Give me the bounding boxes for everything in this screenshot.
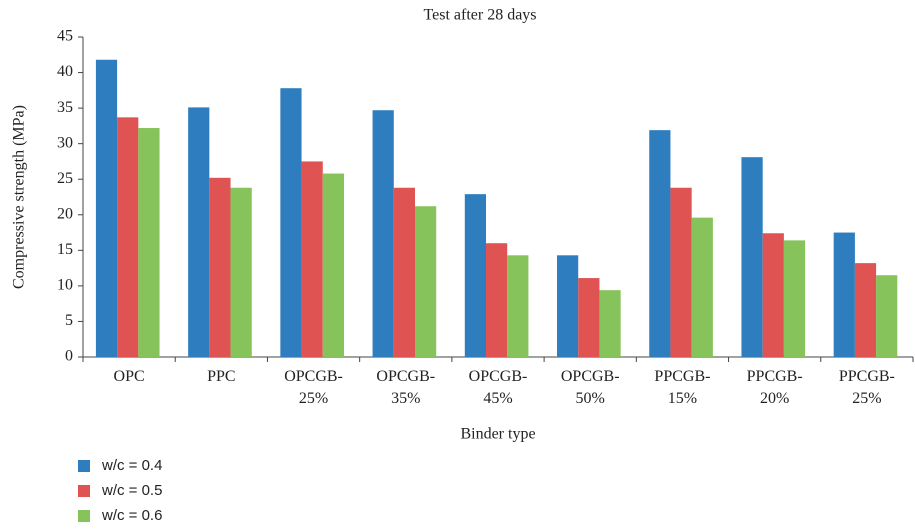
bar xyxy=(301,161,323,357)
x-tick-label: PPCGB-15% xyxy=(654,368,710,407)
bar xyxy=(188,107,210,358)
legend-swatch xyxy=(78,485,90,497)
x-axis-label: Binder type xyxy=(460,426,535,443)
x-tick-label: OPCGB-50% xyxy=(561,368,620,407)
y-tick-label: 45 xyxy=(57,28,73,45)
legend-label: w/c = 0.5 xyxy=(101,482,162,499)
bar xyxy=(762,233,784,357)
bar xyxy=(557,255,579,357)
y-tick-label: 10 xyxy=(57,277,73,294)
bar xyxy=(578,278,600,357)
y-tick-label: 40 xyxy=(57,63,73,80)
x-tick-label: PPC xyxy=(207,368,235,385)
y-tick-label: 25 xyxy=(57,170,73,187)
bar xyxy=(670,187,692,357)
bar xyxy=(486,243,508,357)
y-tick-label: 0 xyxy=(65,348,73,365)
y-tick-label: 5 xyxy=(65,312,73,329)
bar xyxy=(95,59,118,357)
bar xyxy=(280,88,302,357)
bar xyxy=(415,206,437,357)
bar xyxy=(507,255,529,357)
bar xyxy=(464,194,487,357)
bar xyxy=(209,177,231,357)
y-tick-label: 15 xyxy=(57,241,73,258)
y-tick-label: 30 xyxy=(57,134,73,151)
bar xyxy=(691,217,713,357)
x-tick-label: OPCGB-25% xyxy=(284,368,343,407)
x-tick-label: PPCGB-20% xyxy=(747,368,803,407)
x-tick-label: OPCGB-45% xyxy=(469,368,528,407)
chart-title: Test after 28 days xyxy=(423,7,536,24)
bar xyxy=(741,157,763,357)
x-tick-label: PPCGB-25% xyxy=(839,368,895,407)
bar xyxy=(783,240,806,357)
legend-label: w/c = 0.6 xyxy=(101,507,162,524)
x-tick-label: OPCGB-35% xyxy=(376,368,435,407)
bar xyxy=(833,232,855,357)
bar xyxy=(138,128,160,357)
bar xyxy=(322,173,344,357)
bar xyxy=(854,263,877,357)
bar xyxy=(649,130,671,357)
bar xyxy=(372,110,394,357)
bar xyxy=(230,187,252,357)
bar xyxy=(117,117,139,357)
bar xyxy=(599,290,621,357)
bar xyxy=(876,275,898,357)
y-tick-label: 35 xyxy=(57,99,73,116)
bar xyxy=(393,187,415,357)
legend-swatch xyxy=(78,510,90,522)
legend-swatch xyxy=(78,460,90,472)
x-tick-label: OPC xyxy=(114,368,145,385)
y-axis-label: Compressive strength (MPa) xyxy=(11,105,28,289)
legend-label: w/c = 0.4 xyxy=(101,457,162,474)
y-tick-label: 20 xyxy=(57,205,73,222)
